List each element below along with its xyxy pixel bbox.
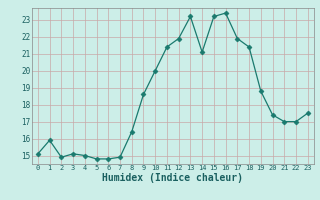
X-axis label: Humidex (Indice chaleur): Humidex (Indice chaleur) [102,173,243,183]
